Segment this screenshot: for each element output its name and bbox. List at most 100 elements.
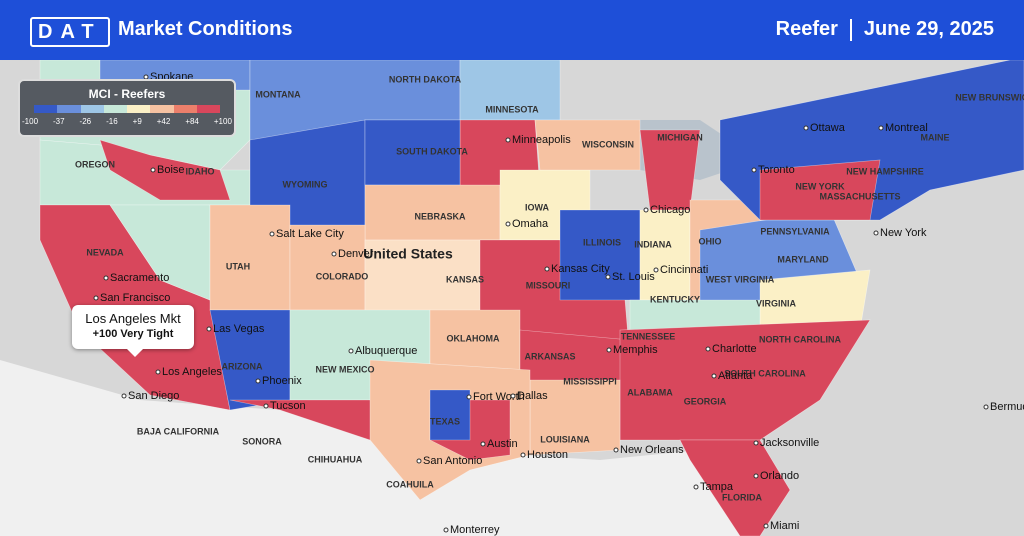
legend-bar xyxy=(34,105,220,113)
region-label: WYOMING xyxy=(283,179,328,189)
city-label: Atlanta xyxy=(718,370,753,382)
city-dot xyxy=(331,251,337,257)
legend-tick: -37 xyxy=(53,117,65,126)
region-label: OKLAHOMA xyxy=(447,333,500,343)
region-label: BAJA CALIFORNIA xyxy=(137,426,220,436)
region-label: SOUTH CAROLINA xyxy=(724,368,806,378)
region-label: NEW HAMPSHIRE xyxy=(846,166,924,176)
region-label: WEST VIRGINIA xyxy=(706,274,775,284)
country-label: United States xyxy=(363,246,453,262)
city-dot xyxy=(705,346,711,352)
city-label: Las Vegas xyxy=(213,323,265,335)
region-label: MONTANA xyxy=(255,89,301,99)
region-label: UTAH xyxy=(226,261,250,271)
region-label: PENNSYLVANIA xyxy=(760,226,830,236)
region-label: NEW MEXICO xyxy=(315,364,374,374)
city-dot xyxy=(269,231,275,237)
region-label: NEW BRUNSWICK xyxy=(955,92,1024,102)
region-label: TENNESSEE xyxy=(621,331,676,341)
city-dot xyxy=(711,373,717,379)
city-dot xyxy=(348,348,354,354)
city-dot xyxy=(505,137,511,143)
city-dot xyxy=(643,207,649,213)
city-label: Albuquerque xyxy=(355,345,417,357)
city-dot xyxy=(505,221,511,227)
city-dot xyxy=(803,125,809,131)
city-label: Monterrey xyxy=(450,524,500,536)
city-label: Los Angeles xyxy=(162,366,222,378)
region-label: NEVADA xyxy=(86,247,124,257)
region-label: ALABAMA xyxy=(627,387,673,397)
region-label: SONORA xyxy=(242,436,282,446)
city-label: Jacksonville xyxy=(760,437,819,449)
region-label: MICHIGAN xyxy=(657,132,703,142)
city-dot xyxy=(613,447,619,453)
region-label: VIRGINIA xyxy=(756,298,797,308)
legend-tick: -100 xyxy=(22,117,39,126)
city-dot xyxy=(520,452,526,458)
region-label: OHIO xyxy=(698,236,721,246)
tooltip-status: +100 Very Tight xyxy=(92,328,174,340)
region-label: OREGON xyxy=(75,159,115,169)
tooltip-market: Los Angeles Mkt xyxy=(85,311,181,326)
city-dot xyxy=(751,167,757,173)
city-dot xyxy=(693,484,699,490)
city-dot xyxy=(93,295,99,301)
city-dot xyxy=(443,527,449,533)
city-label: Toronto xyxy=(758,164,795,176)
tooltip[interactable]: Los Angeles Mkt +100 Very Tight xyxy=(72,305,194,357)
legend-tick: +84 xyxy=(185,117,199,126)
legend-tick: +42 xyxy=(156,117,171,126)
city-label: Chicago xyxy=(650,204,690,216)
legend-swatch xyxy=(57,105,81,113)
city-label: St. Louis xyxy=(612,271,655,283)
city-dot xyxy=(416,458,422,464)
region-label: NEBRASKA xyxy=(414,211,466,221)
legend: MCI - Reefers -100 -37 -26 -16 +9 +42 +84 +100 xyxy=(18,79,236,137)
region-label: WISCONSIN xyxy=(582,139,634,149)
separator xyxy=(849,18,852,41)
city-dot xyxy=(753,440,759,446)
city-label: Omaha xyxy=(512,218,549,230)
region-label: COLORADO xyxy=(316,271,369,281)
city-dot xyxy=(544,266,550,272)
legend-swatch xyxy=(196,105,220,113)
city-dot xyxy=(121,393,127,399)
legend-tick: +9 xyxy=(132,117,142,126)
city-label: Orlando xyxy=(760,470,799,482)
city-label: New York xyxy=(880,227,927,239)
city-label: San Antonio xyxy=(423,455,482,467)
city-label: Tampa xyxy=(700,481,734,493)
region-label: NORTH DAKOTA xyxy=(389,74,462,84)
region-label: COAHUILA xyxy=(386,479,434,489)
city-label: Charlotte xyxy=(712,343,757,355)
legend-swatch xyxy=(150,105,174,113)
region-label: FLORIDA xyxy=(722,492,762,502)
region-label: INDIANA xyxy=(634,239,672,249)
city-label: Memphis xyxy=(613,344,658,356)
city-dot xyxy=(606,347,612,353)
city-label: Sacramento xyxy=(110,272,169,284)
legend-ticks: -100 -37 -26 -16 +9 +42 +84 +100 xyxy=(22,117,232,126)
city-label: Bermuda xyxy=(990,401,1024,413)
city-label: San Diego xyxy=(128,390,179,402)
region-label: LOUISIANA xyxy=(540,434,590,444)
city-dot xyxy=(263,403,269,409)
city-label: Ottawa xyxy=(810,122,846,134)
city-dot xyxy=(605,274,611,280)
city-label: Tucson xyxy=(270,400,306,412)
legend-swatch xyxy=(103,105,127,113)
region-label: MARYLAND xyxy=(777,254,829,264)
city-dot xyxy=(155,369,161,375)
region-label: GEORGIA xyxy=(684,396,727,406)
logo[interactable]: DAT xyxy=(30,17,110,47)
city-dot xyxy=(206,326,212,332)
legend-swatch xyxy=(173,105,197,113)
city-label: Phoenix xyxy=(262,375,302,387)
region-label: SOUTH DAKOTA xyxy=(396,146,468,156)
legend-tick: -26 xyxy=(79,117,92,126)
region-label: ARIZONA xyxy=(222,361,263,371)
city-dot xyxy=(653,267,659,273)
city-label: Austin xyxy=(487,438,518,450)
city-dot xyxy=(983,404,989,410)
